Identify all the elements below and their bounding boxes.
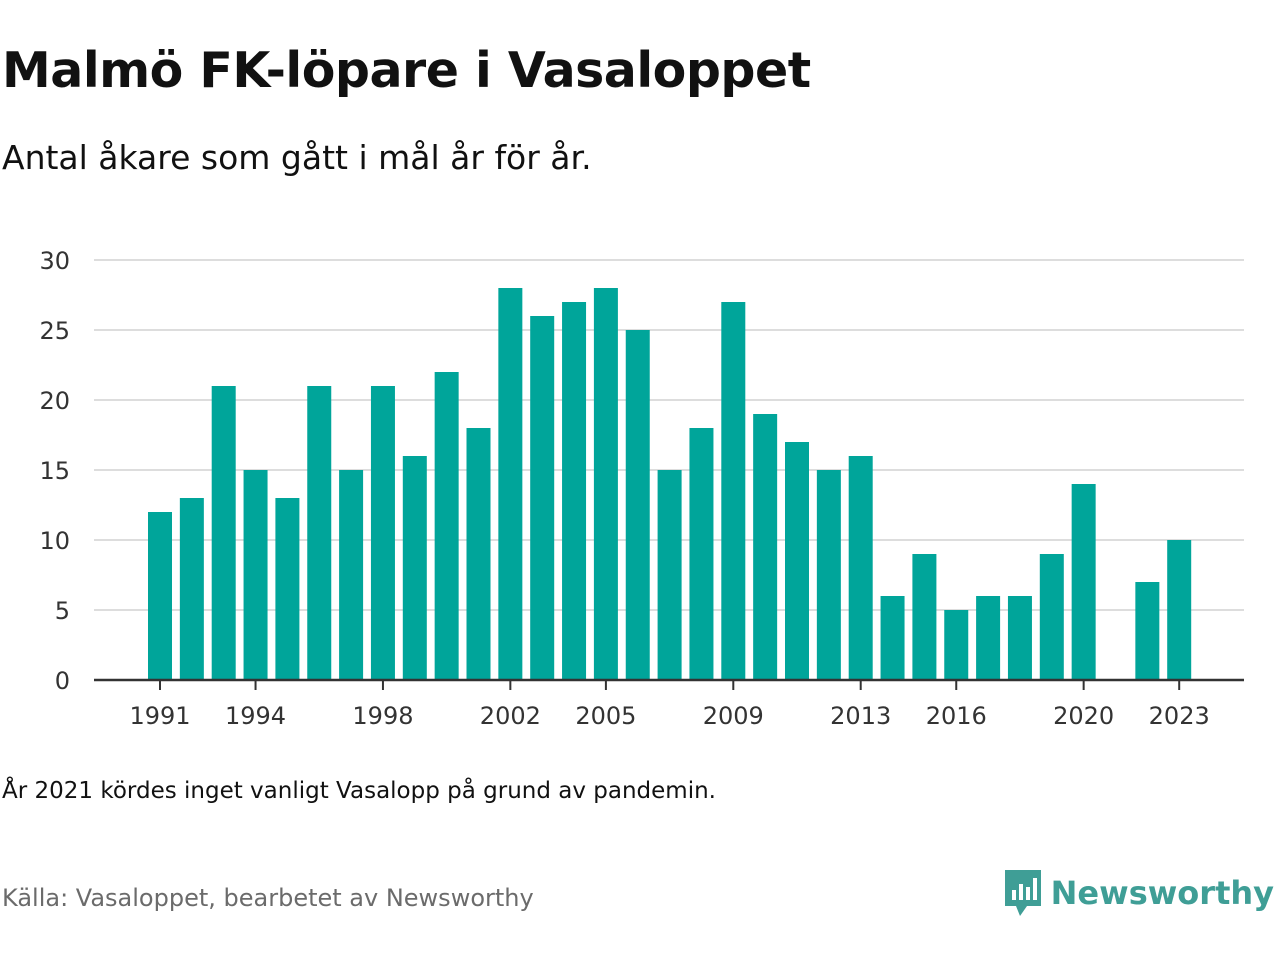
bar	[657, 470, 682, 680]
bar	[530, 316, 555, 680]
bar	[1007, 596, 1032, 680]
bar	[402, 456, 427, 680]
bar	[211, 386, 236, 680]
bar	[944, 610, 969, 680]
y-tick-label: 10	[39, 527, 70, 555]
x-tick-label: 1991	[129, 702, 190, 730]
bar	[562, 302, 587, 680]
x-tick-label: 2016	[926, 702, 987, 730]
chart-subtitle: Antal åkare som gått i mål år för år.	[2, 138, 592, 177]
bar	[243, 470, 268, 680]
bar	[148, 512, 172, 680]
bar	[1167, 540, 1192, 680]
y-tick-label: 15	[39, 457, 70, 485]
x-tick-label: 2020	[1053, 702, 1114, 730]
y-tick-label: 20	[39, 387, 70, 415]
bar	[912, 554, 937, 680]
chart-title: Malmö FK-löpare i Vasaloppet	[2, 42, 811, 99]
bar	[625, 330, 650, 680]
y-tick-label: 0	[55, 667, 70, 695]
y-tick-label: 30	[39, 247, 70, 275]
x-tick-label: 2005	[575, 702, 636, 730]
brand-name: Newsworthy	[1050, 874, 1274, 912]
bar	[1071, 484, 1096, 680]
bar	[466, 428, 491, 680]
x-tick-label: 2013	[830, 702, 891, 730]
bar	[179, 498, 204, 680]
x-tick-label: 2023	[1149, 702, 1210, 730]
footnote: År 2021 kördes inget vanligt Vasalopp på…	[2, 778, 716, 804]
bar	[721, 302, 746, 680]
brand-logo: Newsworthy	[1003, 868, 1274, 918]
newsworthy-icon	[1004, 870, 1041, 916]
x-tick-label: 2009	[703, 702, 764, 730]
bar	[498, 288, 523, 680]
y-tick-label: 25	[39, 317, 70, 345]
bar	[1039, 554, 1064, 680]
bar	[275, 498, 300, 680]
bar	[976, 596, 1001, 680]
bar	[307, 386, 332, 680]
bar-chart: 0 5 10 15 20 25 30 1991 1994 1998 2002 2005 2009 2013…	[39, 247, 1244, 730]
x-tick-label: 1998	[352, 702, 413, 730]
bar	[753, 414, 778, 680]
bar	[785, 442, 809, 680]
bar	[339, 470, 364, 680]
y-tick-label: 5	[55, 597, 70, 625]
x-tick-label: 1994	[225, 702, 286, 730]
bar	[816, 470, 841, 680]
bar	[593, 288, 618, 680]
bar	[1135, 582, 1160, 680]
bar	[689, 428, 714, 680]
bar	[370, 386, 395, 680]
bar	[848, 456, 873, 680]
source-credit: Källa: Vasaloppet, bearbetet av Newswort…	[2, 884, 534, 912]
bar	[434, 372, 459, 680]
x-tick-label: 2002	[480, 702, 541, 730]
bar	[880, 596, 905, 680]
